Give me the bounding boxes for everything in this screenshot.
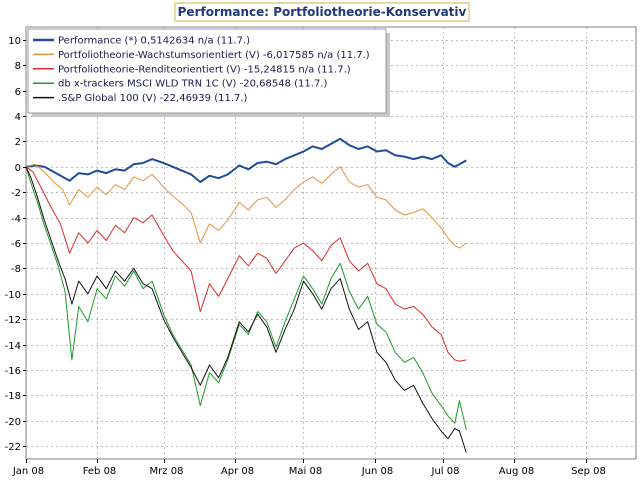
y-tick-label: -12 <box>5 315 21 326</box>
y-tick-label: -18 <box>5 391 21 402</box>
series-line-3 <box>25 166 467 362</box>
y-tick-label: -2 <box>11 188 21 199</box>
y-tick-label: 8 <box>15 61 21 72</box>
y-tick-label: -10 <box>5 290 21 301</box>
x-tick-label: Mai 08 <box>289 466 322 477</box>
x-tick-label: Jun 08 <box>361 466 394 477</box>
y-tick-label: -14 <box>5 341 21 352</box>
y-tick-label: 0 <box>15 163 21 174</box>
series-line-5 <box>25 166 467 453</box>
series-line-1 <box>25 137 467 183</box>
legend-entry: Performance (*) 0,5142634 n/a (11.7.) <box>58 36 250 47</box>
y-tick-label: -20 <box>5 417 21 428</box>
legend-entry: db x-trackers MSCI WLD TRN 1C (V) -20,68… <box>58 79 327 90</box>
y-tick-label: -6 <box>11 239 21 250</box>
x-tick-label: Mrz 08 <box>150 466 184 477</box>
legend-entry: Portfoliotheorie-Wachstumsorientiert (V)… <box>58 50 370 61</box>
x-tick-label: Apr 08 <box>221 466 254 477</box>
y-tick-label: -16 <box>5 366 21 377</box>
x-tick-label: Jan 08 <box>12 466 44 477</box>
chart-title: Performance: Portfoliotheorie-Konservati… <box>174 2 470 22</box>
y-tick-label: -8 <box>11 264 21 275</box>
y-tick-label: 2 <box>15 137 21 148</box>
axes: 10 8 6 4 2 0 -2 -4 -6 -8 -10 -12 -14 -16 -18 -20 -22 Jan … <box>5 36 606 477</box>
x-tick-label: Aug 08 <box>499 466 534 477</box>
series-lines <box>25 137 467 453</box>
y-tick-label: -22 <box>5 442 21 453</box>
y-tick-label: 4 <box>15 112 21 123</box>
x-tick-label: Jul 08 <box>431 466 460 477</box>
y-tick-label: -4 <box>11 214 21 225</box>
x-tick-label: Feb 08 <box>83 466 117 477</box>
series-line-4 <box>25 166 467 430</box>
x-tick-label: Sep 08 <box>571 466 606 477</box>
y-tick-label: 10 <box>8 36 21 47</box>
legend-entry: Portfoliotheorie-Renditeorientiert (V) -… <box>58 64 351 75</box>
series-line-2 <box>25 163 467 249</box>
y-tick-label: 6 <box>15 87 21 98</box>
legend-entry: .S&P Global 100 (V) -22,46939 (11.7.) <box>58 93 248 104</box>
legend: Performance (*) 0,5142634 n/a (11.7.) Por… <box>27 28 390 117</box>
legend-box <box>27 28 387 114</box>
